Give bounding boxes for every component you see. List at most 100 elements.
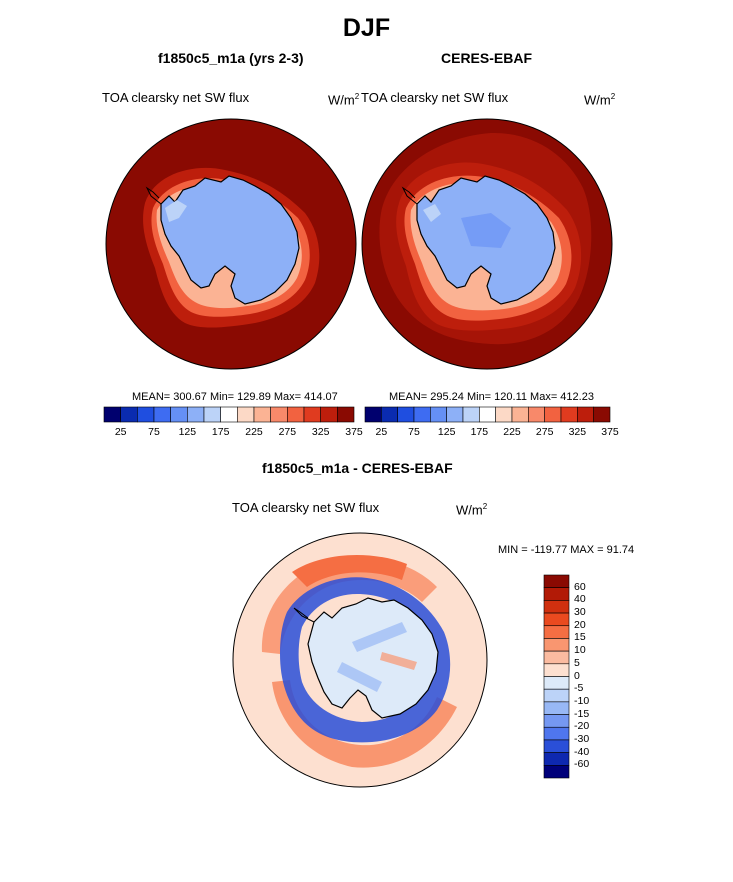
diff-colorbar-swatch <box>543 638 570 652</box>
diff-colorbar-swatch <box>543 726 570 741</box>
obs-colorbar-tick-label: 275 <box>535 426 554 438</box>
diff-colorbar-swatch <box>543 765 570 779</box>
model-panel-title: f1850c5_m1a (yrs 2-3) <box>158 50 304 66</box>
diff-colorbar-tick-label: 10 <box>574 644 586 657</box>
diff-colorbar-swatch <box>543 650 570 665</box>
diff-colorbar-swatch <box>543 739 570 753</box>
obs-colorbar-swatch <box>479 406 496 423</box>
model-colorbar-swatch <box>287 406 305 423</box>
obs-stats: MEAN= 295.24 Min= 120.11 Max= 412.23 <box>389 391 594 403</box>
diff-variable-label: TOA clearsky net SW flux <box>232 500 380 515</box>
model-colorbar-swatch <box>253 406 271 423</box>
diff-colorbar-ticks: 60 40 30 20 15 10 5 0 -5 -10 -15 -20 -30 -40 -60 <box>574 575 614 778</box>
diff-colorbar-tick-label: -60 <box>574 758 590 771</box>
diff-positive-arc-3 <box>272 680 457 768</box>
obs-colorbar-swatch <box>446 406 464 423</box>
model-coast-peninsula <box>145 186 162 205</box>
obs-colorbar-tick-label: 375 <box>601 426 619 438</box>
diff-antarctica-ice <box>307 597 439 719</box>
obs-colorbar-ticks: 25 75 125 175 225 275 325 375 <box>365 426 618 440</box>
obs-colorbar-tick-label: 225 <box>503 426 521 438</box>
diff-colorbar-swatch <box>543 752 570 766</box>
model-map-border <box>105 118 357 370</box>
model-colorbar-swatch <box>237 406 255 423</box>
model-colorbar-swatch <box>303 406 321 423</box>
diff-colorbar-tick-label: -5 <box>574 682 584 695</box>
diff-coast-peninsula <box>293 607 315 623</box>
diff-map-border <box>232 532 488 788</box>
obs-colorbar-swatch <box>397 406 415 423</box>
diff-colorbar-tick-label: 15 <box>574 631 586 644</box>
obs-polar-map <box>361 118 613 370</box>
obs-map-border <box>361 118 613 370</box>
obs-colorbar-tick-label: 325 <box>568 426 587 438</box>
obs-colorbar-swatch <box>560 406 578 423</box>
model-colorbar-swatch <box>337 406 355 423</box>
model-ross-ice-shelf <box>165 200 187 222</box>
diff-colorbar-swatch <box>543 701 570 715</box>
model-colorbar-tick-label: 75 <box>148 426 160 438</box>
obs-panel-title: CERES-EBAF <box>441 50 533 66</box>
obs-colorbar-swatch <box>577 406 594 423</box>
obs-colorbar-swatch <box>544 406 562 423</box>
model-colorbar-ticks: 25 75 125 175 225 275 325 375 <box>104 426 363 440</box>
obs-colorbar-swatch <box>593 406 611 423</box>
diff-colorbar-swatch <box>543 587 570 601</box>
diff-ice-streak-2 <box>337 662 382 692</box>
diff-colorbar-tick-label: -40 <box>574 745 590 758</box>
obs-variable-label: TOA clearsky net SW flux <box>361 90 509 105</box>
diff-colorbar-tick-label: 30 <box>574 606 586 619</box>
diff-colorbar-swatch <box>543 625 570 639</box>
model-colorbar-swatch <box>203 406 221 423</box>
model-colorbar-tick-label: 275 <box>278 426 297 438</box>
model-variable-label: TOA clearsky net SW flux <box>102 90 250 105</box>
diff-colorbar-swatch <box>543 600 570 614</box>
diff-colorbar-swatch <box>543 663 570 677</box>
model-units: W/m2 <box>328 92 360 108</box>
obs-units: W/m2 <box>584 92 616 108</box>
obs-colorbar-swatch <box>381 406 398 423</box>
model-stats: MEAN= 300.67 Min= 129.89 Max= 414.07 <box>132 391 338 403</box>
model-colorbar-swatch <box>137 406 155 423</box>
model-colorbar-swatch <box>170 406 188 423</box>
diff-colorbar-swatch <box>543 714 570 728</box>
obs-colorbar-swatch <box>528 406 545 423</box>
model-colorbar-swatch <box>120 406 138 423</box>
model-colorbar-tick-label: 125 <box>178 426 197 438</box>
diff-minmax: MIN = -119.77 MAX = 91.74 <box>498 544 635 556</box>
diff-polar-map <box>232 532 488 788</box>
diff-colorbar-tick-label: -20 <box>574 720 590 733</box>
obs-colorbar-tick-label: 75 <box>408 426 420 438</box>
obs-colorbar <box>364 406 611 423</box>
obs-colorbar-swatch <box>511 406 529 423</box>
diff-colorbar-tick-label: 5 <box>574 656 580 669</box>
diff-colorbar-swatch <box>543 676 570 690</box>
diff-panel-title: f1850c5_m1a - CERES-EBAF <box>262 460 453 476</box>
model-colorbar-tick-label: 375 <box>345 426 363 438</box>
obs-colorbar-swatch <box>462 406 480 423</box>
model-colorbar-swatch <box>320 406 338 423</box>
obs-colorbar-tick-label: 25 <box>375 426 388 438</box>
diff-ice-streak-3 <box>380 652 417 670</box>
diff-colorbar <box>543 574 570 779</box>
model-colorbar-tick-label: 225 <box>245 426 263 438</box>
obs-colorbar-swatch <box>364 406 382 423</box>
obs-colorbar-swatch <box>413 406 431 423</box>
obs-coast-peninsula <box>401 186 418 205</box>
obs-colorbar-swatch <box>495 406 513 423</box>
diff-colorbar-swatch <box>543 574 570 588</box>
model-colorbar-swatch <box>153 406 171 423</box>
model-polar-map <box>105 118 357 370</box>
diff-colorbar-tick-label: -10 <box>574 694 590 707</box>
obs-colorbar-tick-label: 175 <box>470 426 489 438</box>
diff-colorbar-swatch <box>543 612 570 627</box>
diff-ice-streak-1 <box>352 622 407 652</box>
model-colorbar-swatch <box>270 406 288 423</box>
diff-positive-arc-2 <box>292 554 407 587</box>
obs-ice-patch-2 <box>423 204 441 222</box>
model-colorbar-swatch <box>187 406 205 423</box>
obs-colorbar-tick-label: 125 <box>437 426 456 438</box>
model-antarctica-ice <box>160 175 300 305</box>
diff-colorbar-tick-label: 20 <box>574 618 586 631</box>
model-colorbar-tick-label: 325 <box>311 426 330 438</box>
